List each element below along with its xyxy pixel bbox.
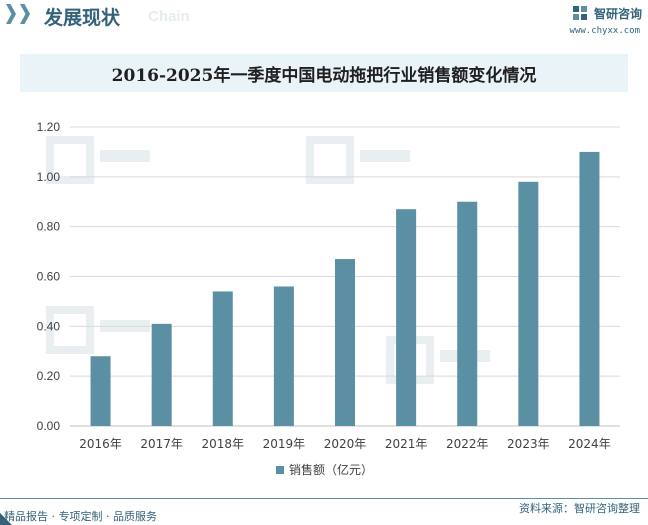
y-tick-label: 0.00 xyxy=(37,419,61,433)
footer-divider xyxy=(0,498,648,499)
y-tick-label: 1.00 xyxy=(37,170,61,184)
corner-accent xyxy=(0,513,12,525)
footer-tagline: 精品报告 · 专项定制 · 品质服务 xyxy=(4,510,157,523)
chart-title-band: 2016-2025年一季度中国电动拖把行业销售额变化情况 xyxy=(20,54,628,92)
brand: 智研咨询 xyxy=(572,4,642,22)
y-tick-label: 0.20 xyxy=(37,369,61,383)
x-tick-label: 2021年 xyxy=(385,437,428,451)
bar xyxy=(151,323,172,426)
legend-label: 销售额（亿元） xyxy=(289,462,373,477)
y-tick-label: 0.60 xyxy=(37,270,61,284)
chevron-icon xyxy=(6,4,16,24)
x-tick-label: 2022年 xyxy=(446,437,489,451)
x-tick-label: 2019年 xyxy=(263,437,306,451)
footer-source: 资料来源：智研咨询整理 xyxy=(519,502,640,515)
x-tick-label: 2018年 xyxy=(202,437,245,451)
section-title: 发展现状 xyxy=(44,7,121,29)
section-header: 发展现状 Chain xyxy=(0,0,648,36)
bar xyxy=(273,286,294,426)
bar-chart: 0.00 0.20 0.40 0.60 0.80 1.00 1.20 2016年 2017年 20… xyxy=(37,120,620,477)
bar xyxy=(212,291,233,426)
bar xyxy=(335,259,355,426)
bar xyxy=(579,151,600,426)
x-tick-label: 2024年 xyxy=(568,437,611,451)
x-tick-label: 2020年 xyxy=(324,437,367,451)
brand-url: www.chyxx.com xyxy=(569,26,640,36)
x-tick-label: 2017年 xyxy=(140,437,183,451)
brand-name: 智研咨询 xyxy=(593,6,642,21)
y-tick-label: 0.80 xyxy=(37,220,61,234)
y-tick-label: 0.40 xyxy=(37,319,61,333)
legend-swatch xyxy=(276,466,284,474)
brand-logo-icon xyxy=(572,6,587,20)
bar xyxy=(90,356,111,426)
bar xyxy=(396,209,417,426)
chevron-icon xyxy=(20,4,30,24)
y-tick-label: 1.20 xyxy=(37,120,61,134)
section-subtitle: Chain xyxy=(148,8,190,25)
x-tick-label: 2016年 xyxy=(79,437,122,451)
bar xyxy=(518,181,539,426)
x-tick-label: 2023年 xyxy=(507,437,550,451)
chart-title: 2016-2025年一季度中国电动拖把行业销售额变化情况 xyxy=(111,65,537,86)
bar xyxy=(457,201,478,426)
